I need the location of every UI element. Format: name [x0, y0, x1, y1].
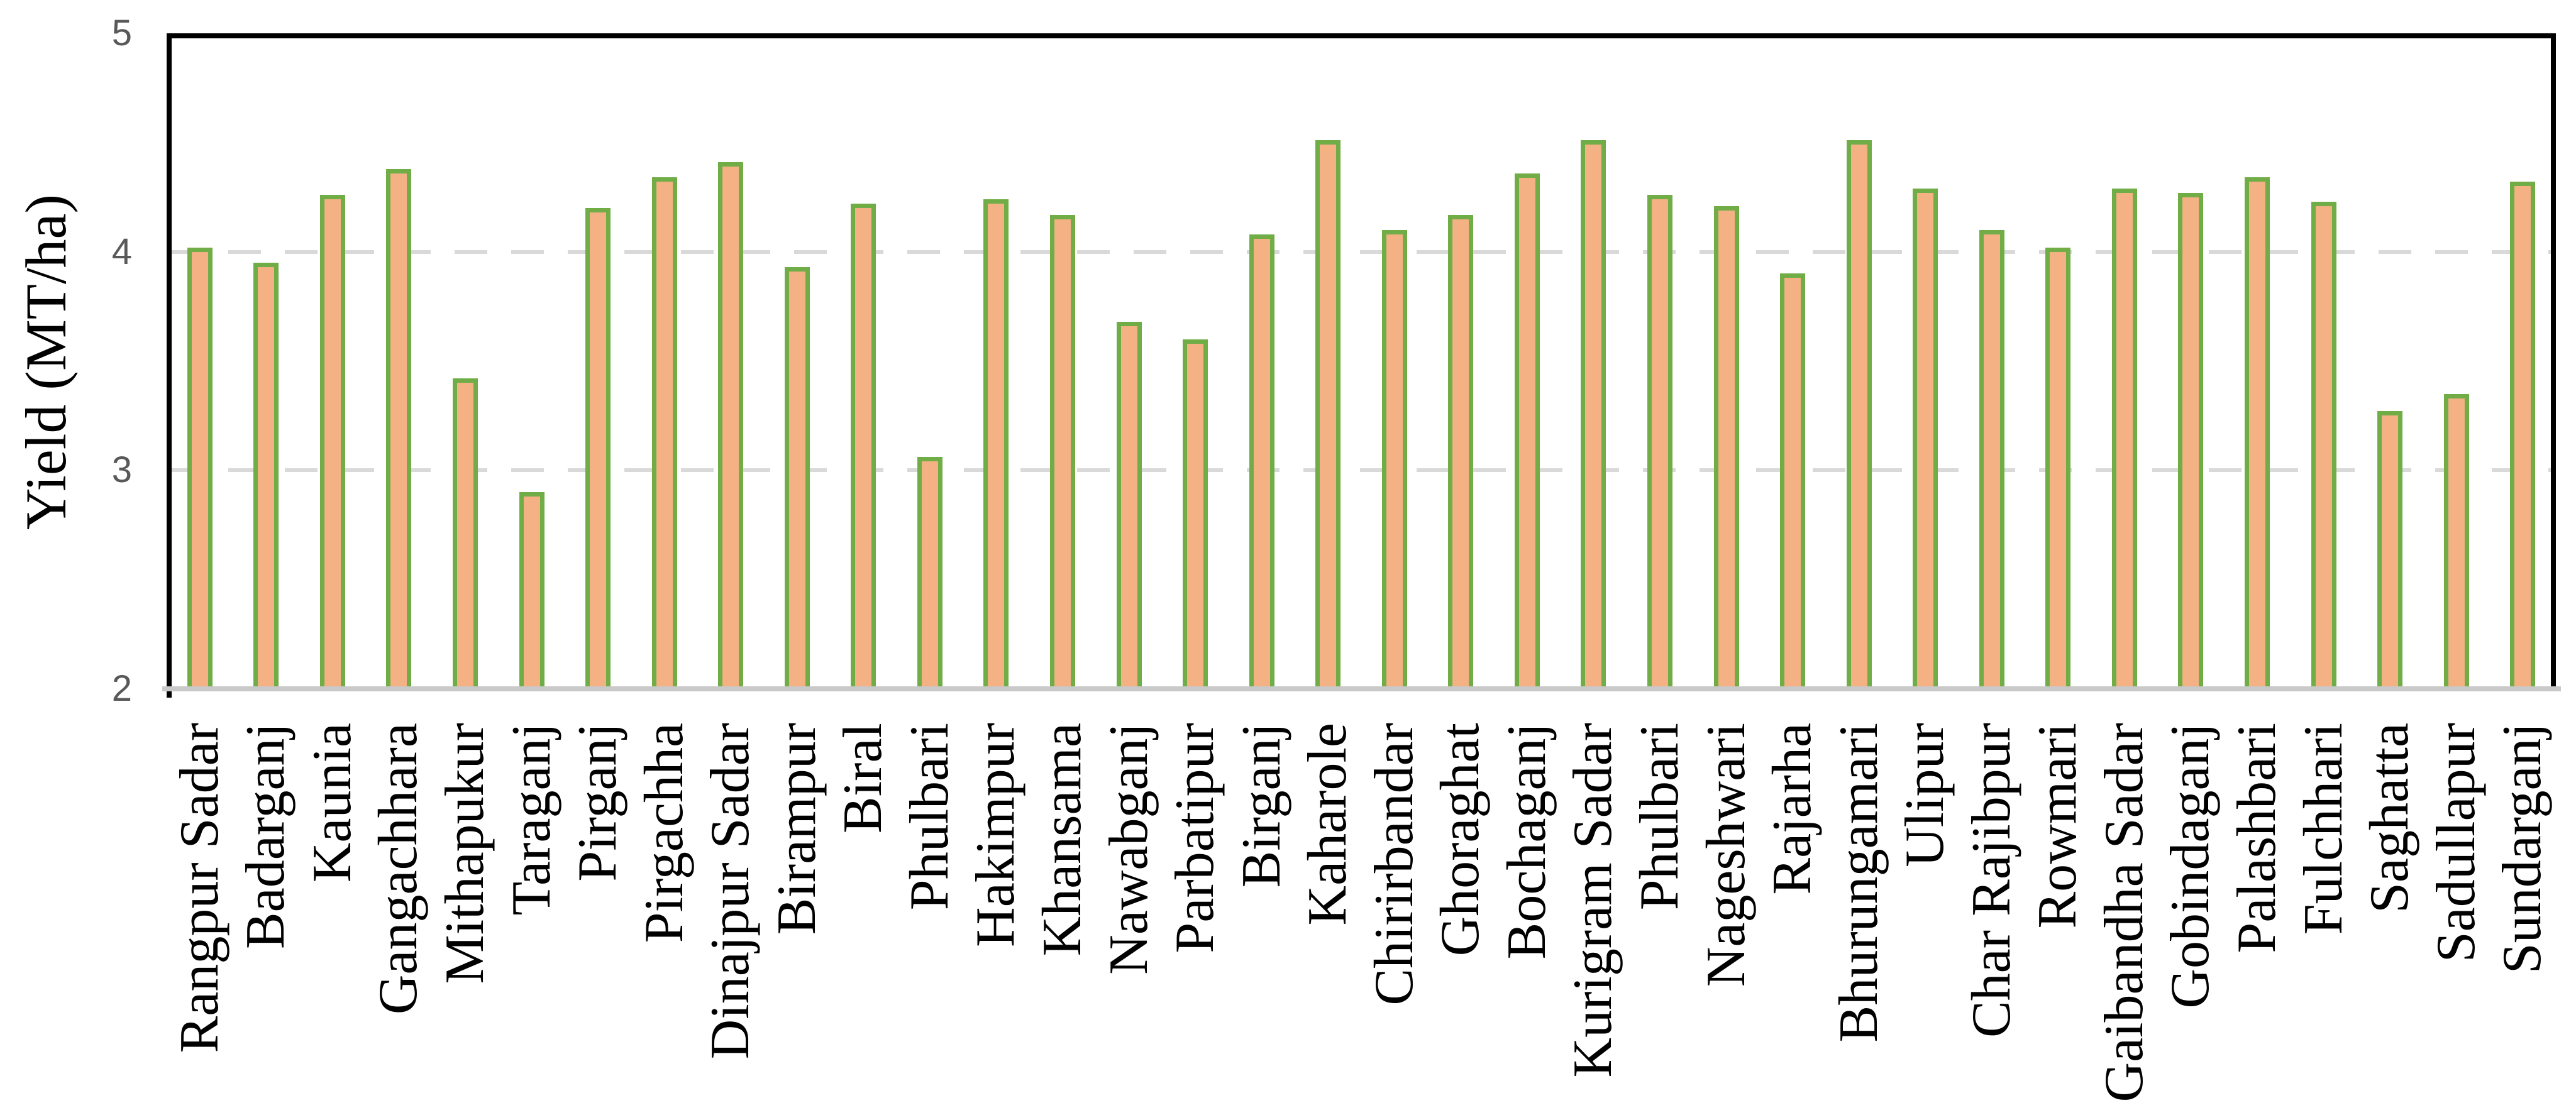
- x-axis-label: Char Rajibpur: [1960, 723, 2022, 1038]
- bar: [718, 162, 744, 689]
- bar: [1581, 140, 1606, 689]
- x-axis-label: Dinajpur Sadar: [700, 723, 761, 1060]
- bar: [1913, 188, 1938, 689]
- bar: [1713, 206, 1739, 689]
- x-axis-label: Nawabganj: [1098, 723, 1159, 975]
- bar: [1249, 234, 1274, 689]
- x-axis-label: Gangachhara: [368, 723, 429, 1015]
- x-axis-label: Parbatipur: [1164, 723, 1226, 953]
- bar: [2111, 188, 2137, 689]
- x-axis-label: Taraganj: [500, 723, 562, 916]
- y-axis-tick-label: 4: [111, 231, 132, 272]
- x-axis-label: Hakimpur: [965, 723, 1027, 947]
- y-axis-line: [167, 33, 172, 698]
- bar: [917, 457, 943, 689]
- plot-area: [167, 33, 2556, 689]
- bar: [1780, 273, 1806, 689]
- x-axis-label: Phulbari: [898, 723, 960, 911]
- bar: [1647, 195, 1672, 689]
- bar: [651, 177, 677, 689]
- x-axis-label: Rangpur Sadar: [169, 723, 230, 1053]
- bar: [319, 195, 345, 689]
- x-axis-label: Kurigram Sadar: [1562, 723, 1624, 1078]
- x-axis-label: Birganj: [1230, 723, 1292, 888]
- bar: [386, 168, 412, 689]
- x-axis-label: Pirgachha: [633, 723, 695, 943]
- x-axis-line: [162, 686, 2561, 691]
- x-axis-label: Palashbari: [2226, 723, 2287, 953]
- y-axis-tick-label: 5: [111, 13, 132, 53]
- y-axis-title: Yield (MT/ha): [14, 194, 78, 530]
- x-axis-label: Nageshwari: [1695, 723, 1757, 987]
- x-axis-label: Khansama: [1032, 723, 1093, 957]
- x-axis-label: Ghoraghat: [1430, 723, 1491, 957]
- bar: [784, 267, 810, 689]
- bar: [453, 378, 478, 689]
- bar: [2045, 247, 2071, 689]
- bar: [1448, 214, 1474, 689]
- bar: [983, 199, 1009, 689]
- x-axis-label: Rowmari: [2027, 723, 2089, 929]
- bar: [1183, 339, 1208, 689]
- bar: [585, 208, 611, 689]
- x-axis-label: Mithapukur: [434, 723, 495, 984]
- bar: [2510, 182, 2536, 689]
- bar: [1846, 140, 1872, 689]
- x-axis-label: Fulchhari: [2292, 723, 2354, 935]
- x-axis-label: Badarganj: [235, 723, 297, 950]
- bar: [1315, 140, 1341, 689]
- bar: [253, 263, 279, 689]
- bar: [2377, 411, 2403, 689]
- x-axis-label: Sadullapur: [2425, 723, 2487, 963]
- bar: [187, 247, 213, 689]
- bar: [2245, 177, 2270, 689]
- bar: [851, 204, 876, 689]
- x-axis-label: Gobindaganj: [2160, 723, 2221, 1009]
- bar: [519, 492, 544, 689]
- x-axis-label: Birampur: [766, 723, 827, 935]
- y-axis-tick-label: 2: [111, 668, 132, 709]
- x-axis-label: Phulbari: [1629, 723, 1690, 911]
- x-axis-label: Saghatta: [2359, 723, 2421, 914]
- bar: [1116, 321, 1142, 689]
- bar: [1514, 173, 1540, 689]
- x-axis-label: Kaunia: [301, 723, 363, 883]
- x-axis-label: Rajarha: [1762, 723, 1823, 895]
- x-axis-label: Gaibandha Sadar: [2093, 723, 2155, 1102]
- x-axis-label: Kaharole: [1297, 723, 1359, 926]
- bar: [2178, 192, 2204, 689]
- x-axis-label: Bochaganj: [1496, 723, 1557, 960]
- bar: [1381, 229, 1407, 689]
- x-axis-label: Biral: [832, 723, 894, 833]
- gridline-3: [172, 468, 2551, 473]
- bar: [1050, 214, 1075, 689]
- x-axis-label: Ulipur: [1894, 723, 1956, 867]
- gridline-4: [172, 250, 2551, 254]
- bar: [2443, 393, 2469, 689]
- x-axis-label: Chirirbandar: [1363, 723, 1425, 1006]
- x-axis-label: Pirganj: [567, 723, 629, 882]
- y-axis-tick-label: 3: [111, 449, 132, 491]
- bar: [1979, 229, 2004, 689]
- bar: [2311, 201, 2336, 689]
- x-axis-label: Bhurungamari: [1828, 723, 1889, 1043]
- x-axis-label: Sundarganj: [2492, 723, 2553, 974]
